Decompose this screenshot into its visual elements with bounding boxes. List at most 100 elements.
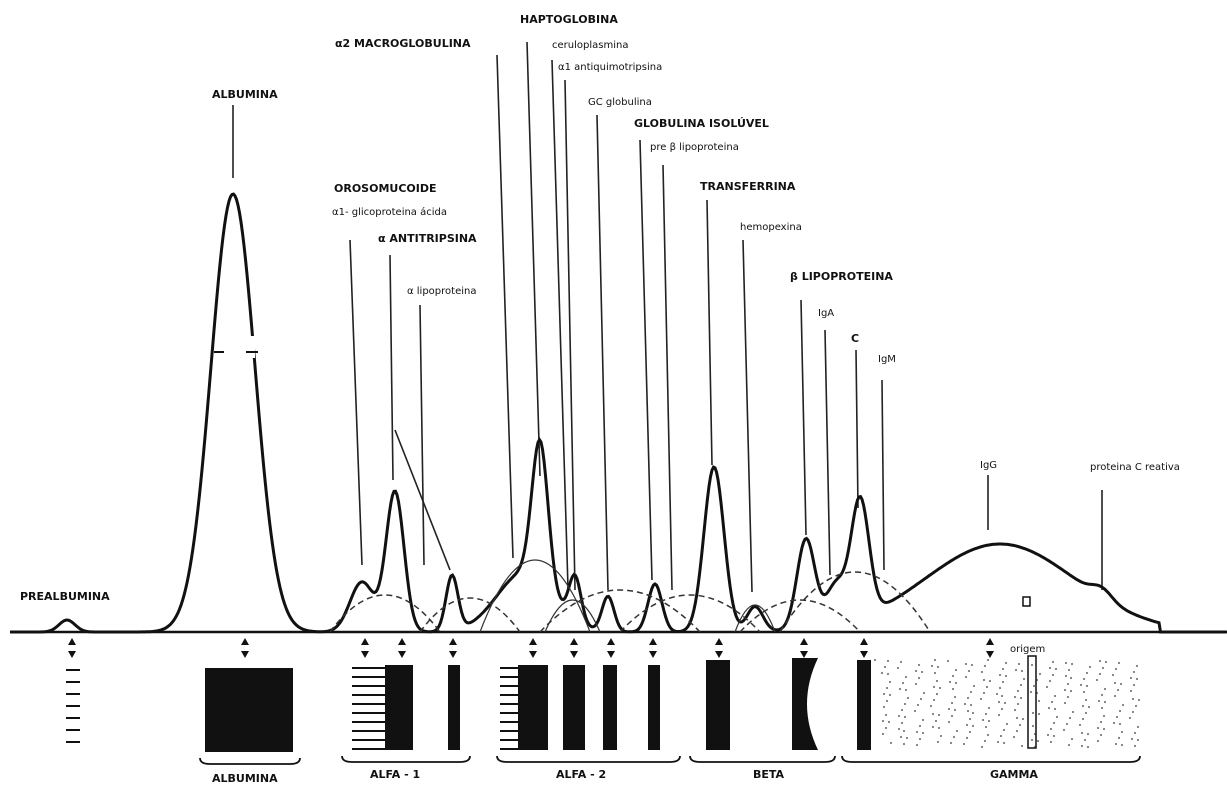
dot <box>1112 674 1114 676</box>
dot <box>1022 718 1024 720</box>
dot <box>1056 716 1058 718</box>
dot <box>1015 669 1017 671</box>
dot <box>884 666 886 668</box>
dot <box>1052 674 1054 676</box>
dot <box>953 736 955 738</box>
brackets <box>200 756 1140 764</box>
dot <box>951 702 953 704</box>
dot <box>1055 668 1057 670</box>
dot <box>935 720 937 722</box>
dot <box>1098 700 1100 702</box>
dot <box>1021 745 1023 747</box>
dot <box>923 692 925 694</box>
dot <box>903 730 905 732</box>
label: β LIPOPROTEINA <box>790 270 893 283</box>
dot <box>922 719 924 721</box>
dot <box>1053 722 1055 724</box>
dot <box>1016 730 1018 732</box>
dot <box>901 722 903 724</box>
dot <box>907 697 909 699</box>
dot <box>1054 708 1056 710</box>
dot <box>886 700 888 702</box>
dot <box>972 712 974 714</box>
dot <box>980 698 982 700</box>
dot <box>1030 691 1032 693</box>
origin-label: origem <box>1010 644 1045 655</box>
dot <box>914 710 916 712</box>
dot <box>930 705 932 707</box>
dot <box>900 736 902 738</box>
dot <box>919 738 921 740</box>
dot <box>1087 746 1089 748</box>
dot <box>898 715 900 717</box>
dot <box>983 692 985 694</box>
dot <box>1014 709 1016 711</box>
diagram: PREALBUMINA ALBUMINA α2 MACROGLOBULINA H… <box>0 0 1227 787</box>
dot <box>1137 739 1139 741</box>
dot <box>1018 663 1020 665</box>
dot <box>1014 696 1016 698</box>
dot <box>1080 684 1082 686</box>
dot <box>999 687 1001 689</box>
dot <box>1016 717 1018 719</box>
dot <box>904 703 906 705</box>
dot <box>1103 715 1105 717</box>
dot <box>1085 712 1087 714</box>
dot <box>1130 677 1132 679</box>
dot <box>1079 724 1081 726</box>
label: HAPTOGLOBINA <box>520 13 618 26</box>
dot <box>971 664 973 666</box>
dot <box>1070 690 1072 692</box>
label: C <box>851 332 859 345</box>
dot <box>900 661 902 663</box>
dot <box>967 697 969 699</box>
dot <box>1063 729 1065 731</box>
label: ceruloplasmina <box>552 40 628 51</box>
dot <box>1036 692 1038 694</box>
dot <box>1136 678 1138 680</box>
dot <box>966 724 968 726</box>
dot <box>1054 695 1056 697</box>
dot <box>998 714 1000 716</box>
label: IgG <box>980 460 997 471</box>
arrow <box>68 638 76 658</box>
dot <box>915 670 917 672</box>
component-curve <box>420 598 520 632</box>
dot <box>1064 689 1066 691</box>
dot <box>963 743 965 745</box>
dot <box>955 669 957 671</box>
dot <box>1102 667 1104 669</box>
dot <box>1003 742 1005 744</box>
dot <box>1087 733 1089 735</box>
arrow <box>529 638 537 658</box>
dot <box>920 698 922 700</box>
dot <box>1121 731 1123 733</box>
dot <box>970 691 972 693</box>
dot <box>1032 725 1034 727</box>
dot <box>938 727 940 729</box>
label: IgM <box>878 354 896 365</box>
dot <box>954 709 956 711</box>
dot <box>1081 732 1083 734</box>
break <box>215 336 255 358</box>
dot <box>1071 663 1073 665</box>
dot <box>885 727 887 729</box>
origin-mark <box>1023 597 1030 606</box>
dot <box>1065 675 1067 677</box>
dot <box>1122 704 1124 706</box>
dot <box>954 696 956 698</box>
dot <box>952 675 954 677</box>
label: proteina C reativa <box>1090 462 1180 473</box>
dot <box>918 677 920 679</box>
dot <box>1065 662 1067 664</box>
label: GC globulina <box>588 97 652 108</box>
dot <box>948 721 950 723</box>
dot <box>938 714 940 716</box>
dot <box>983 679 985 681</box>
dot <box>903 743 905 745</box>
dot <box>1003 729 1005 731</box>
dot <box>1000 735 1002 737</box>
dot <box>1036 679 1038 681</box>
label: α ANTITRIPSINA <box>378 232 477 245</box>
dot <box>1017 703 1019 705</box>
